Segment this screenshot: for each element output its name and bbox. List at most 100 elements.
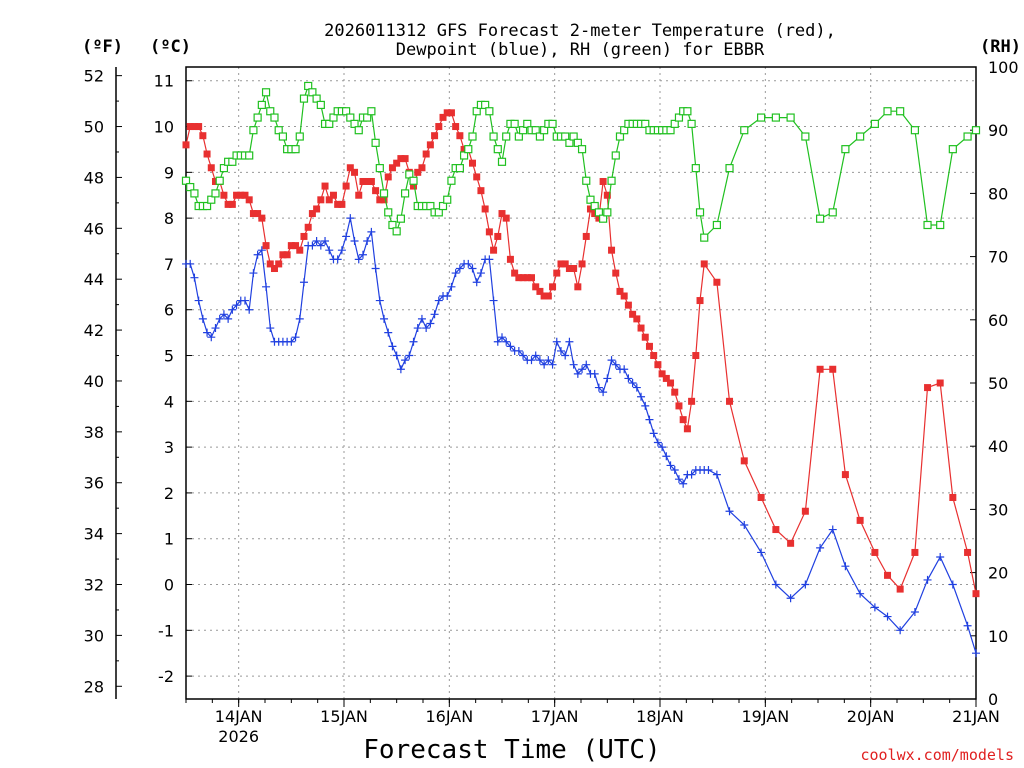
temperature-point [603, 191, 611, 199]
rh-point [936, 220, 945, 230]
dewpoint-point [757, 548, 766, 557]
rh-point [261, 88, 271, 97]
dewpoint-point [194, 296, 203, 305]
temperature-point [401, 155, 409, 163]
temperature-point [270, 265, 278, 273]
temperature-point [308, 210, 316, 218]
rh-point [577, 145, 587, 154]
f-tick-label: 52 [84, 67, 104, 86]
temperature-point [237, 191, 245, 199]
rh-point [405, 170, 414, 179]
dewpoint-point [841, 562, 850, 571]
rh-point [497, 157, 507, 166]
temperature-point [338, 200, 346, 208]
dewpoint-point [531, 351, 540, 360]
rh-point [270, 113, 279, 122]
rh-point [274, 126, 283, 135]
c-tick-label: 7 [164, 255, 174, 274]
rh-point [740, 126, 749, 135]
temperature-point [481, 205, 489, 213]
temperature-point [586, 205, 594, 213]
rh-point [489, 132, 498, 141]
dewpoint-point [816, 543, 825, 552]
temperature-point [696, 297, 704, 305]
temperature-point [692, 352, 700, 360]
rh-point [481, 100, 490, 110]
f-tick-label: 34 [84, 525, 104, 544]
dewpoint-point [544, 356, 553, 365]
f-tick-label: 36 [84, 474, 104, 493]
x-tick-label: 14JAN [215, 707, 263, 726]
rh-point [384, 208, 393, 217]
temperature-point [477, 187, 485, 195]
temperature-point [936, 379, 944, 387]
dewpoint-point [599, 388, 608, 397]
rh-series-line [185, 84, 977, 239]
temperature-point [241, 191, 249, 199]
dewpoint-point [637, 392, 646, 401]
dewpoint-point [519, 351, 528, 360]
celsius-unit-label: (ºC) [150, 37, 191, 57]
plot-frame [185, 66, 977, 700]
dewpoint-point [337, 246, 346, 255]
rh-point [207, 195, 216, 204]
rh-point [883, 107, 892, 116]
temperature-point [262, 242, 270, 250]
fahrenheit-unit-label: (ºF) [82, 37, 123, 57]
temperature-point [456, 132, 464, 140]
rh-point [409, 176, 418, 185]
dewpoint-point [740, 520, 749, 529]
dewpoint-point [485, 255, 494, 264]
rh-point [304, 81, 313, 91]
dewpoint-point [611, 360, 620, 369]
temperature-point [641, 333, 649, 341]
dewpoint-point [257, 246, 266, 255]
rh-point [523, 119, 532, 128]
dewpoint-point [295, 314, 304, 323]
temperature-point [287, 242, 295, 250]
rh-point [607, 176, 616, 185]
rh-point [396, 214, 405, 223]
temperature-point [431, 132, 439, 140]
rh-point [443, 195, 452, 204]
temperature-point [599, 177, 607, 185]
rh-point [611, 151, 620, 160]
c-tick-label: 0 [164, 576, 174, 595]
rh-point [211, 189, 220, 198]
dewpoint-point [354, 255, 363, 264]
dewpoint-point [396, 365, 405, 374]
temperature-point [372, 187, 380, 195]
temperature-point [334, 200, 342, 208]
temperature-point [367, 177, 375, 185]
credit-link[interactable]: coolwx.com/models [860, 746, 1014, 764]
temperature-point [363, 177, 371, 185]
temperature-point [447, 109, 455, 117]
rh-point [299, 94, 309, 103]
rh-point [540, 126, 549, 135]
rh-point [266, 107, 275, 116]
dewpoint-point [801, 580, 810, 589]
dewpoint-point [923, 575, 932, 584]
rh-point [202, 201, 212, 211]
temperature-point [342, 182, 350, 190]
rh-point [434, 208, 443, 217]
temperature-point [519, 274, 527, 282]
rh-point [253, 113, 262, 122]
dewpoint-point [468, 264, 477, 273]
rh-point [573, 138, 582, 147]
dewpoint-point [291, 333, 300, 342]
dewpoint-point [674, 475, 683, 484]
dewpoint-point [506, 342, 515, 351]
temperature-point [506, 255, 514, 263]
temperature-point [397, 155, 405, 163]
rh-point [923, 220, 932, 230]
rh-point [683, 107, 692, 116]
rh-point [670, 119, 679, 128]
temperature-point [856, 516, 864, 524]
rh-point [257, 100, 266, 110]
temperature-point [700, 260, 708, 268]
c-tick-label: 11 [154, 72, 174, 91]
temperature-point [313, 205, 321, 213]
rh-point [228, 157, 237, 166]
dewpoint-point [603, 374, 612, 383]
